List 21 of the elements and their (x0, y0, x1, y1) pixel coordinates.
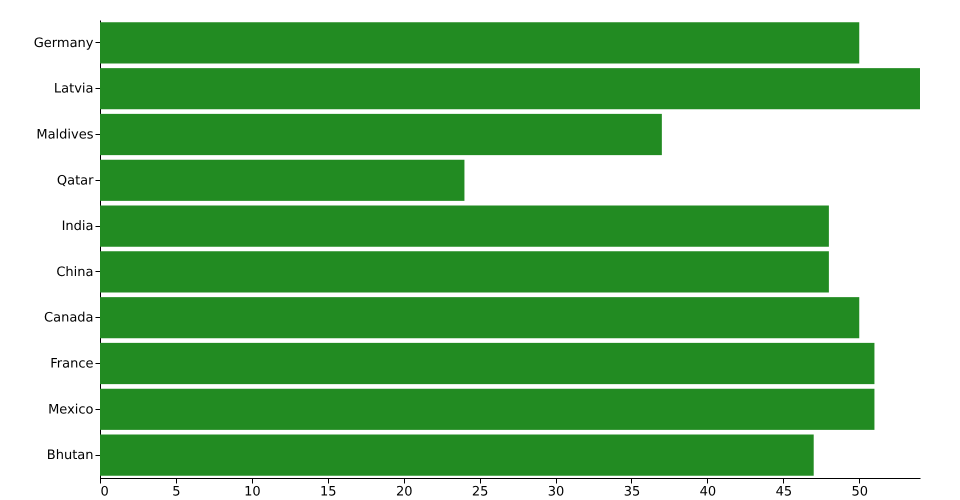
x-tick-label: 30 (548, 484, 564, 500)
y-tick-label: Germany (34, 36, 94, 51)
x-tick-label: 45 (776, 484, 792, 500)
x-tick-label: 35 (624, 484, 640, 500)
x-tick-label: 10 (244, 484, 261, 500)
y-tick-label: Qatar (56, 173, 94, 188)
x-tick-label: 40 (700, 484, 716, 500)
y-tick-label: Mexico (48, 402, 94, 418)
x-tick-label: 50 (851, 484, 868, 500)
y-tick-label: France (50, 356, 94, 372)
y-tick-label: Canada (44, 310, 94, 326)
x-tick-label: 20 (396, 484, 412, 500)
x-tick-label: 15 (320, 484, 337, 500)
x-tick-label: 0 (100, 484, 109, 500)
y-tick-label: India (62, 219, 94, 234)
y-tick-label: Bhutan (46, 448, 94, 464)
y-tick-label: China (56, 264, 94, 280)
x-tick-label: 25 (472, 484, 488, 500)
y-tick-label: Maldives (36, 128, 94, 142)
y-tick-label: Latvia (54, 82, 94, 97)
x-tick-label: 5 (172, 484, 181, 500)
